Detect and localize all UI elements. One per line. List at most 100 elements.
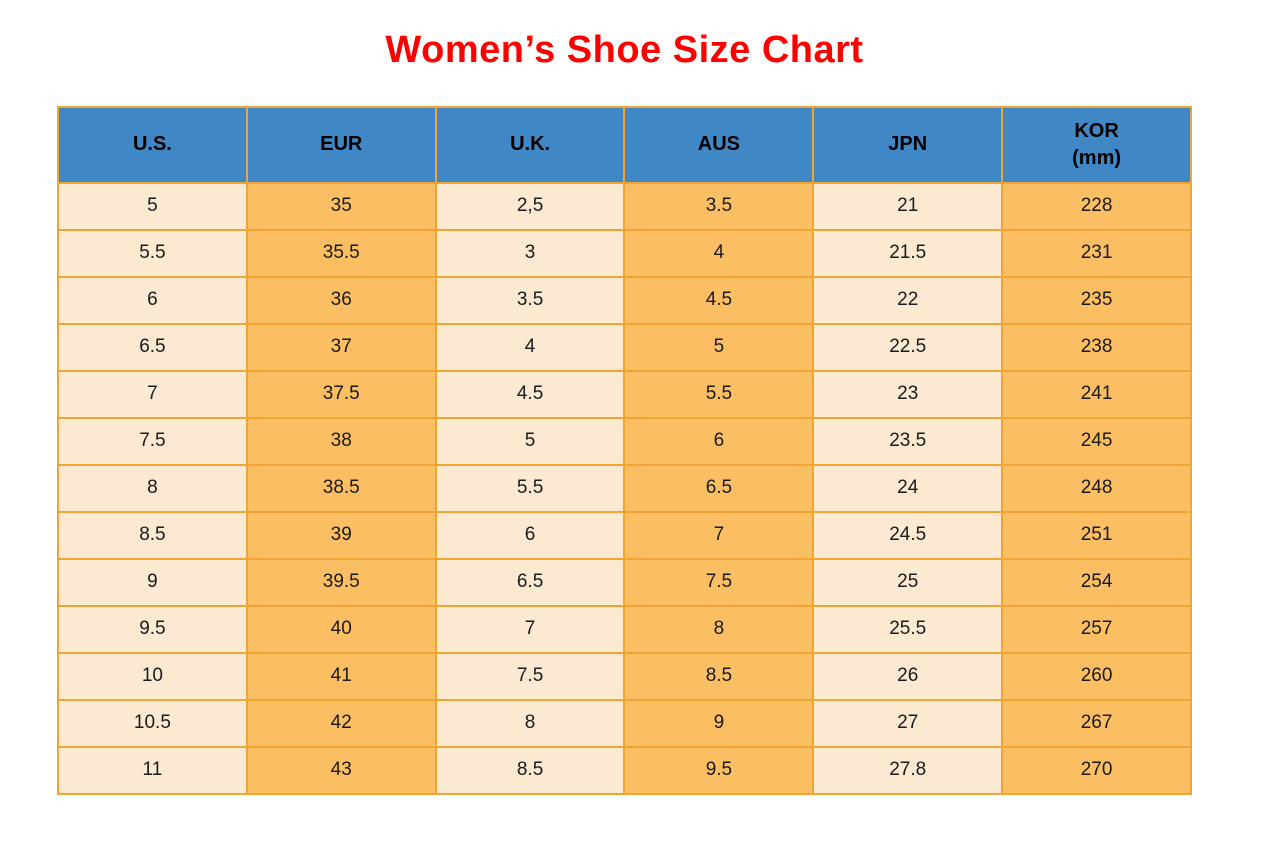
size-cell-aus: 7.5 bbox=[623, 557, 815, 607]
size-cell-aus: 6 bbox=[623, 416, 815, 466]
size-cell-kor: 238 bbox=[1001, 322, 1192, 372]
column-header-label: JPN bbox=[888, 133, 928, 156]
column-header-eur: EUR bbox=[245, 105, 437, 184]
size-cell-us: 8.5 bbox=[57, 510, 248, 560]
size-cell-kor: 270 bbox=[1001, 745, 1192, 795]
size-cell-us: 6 bbox=[57, 275, 248, 325]
size-cell-us: 7.5 bbox=[57, 416, 248, 466]
size-cell-aus: 9.5 bbox=[623, 745, 815, 795]
size-cell-uk: 2,5 bbox=[434, 181, 626, 231]
size-cell-jpn: 22.5 bbox=[812, 322, 1004, 372]
size-cell-kor: 260 bbox=[1001, 651, 1192, 701]
table-row: 11 43 8.5 9.5 27.8 270 bbox=[57, 745, 1192, 795]
table-row: 6.5 37 4 5 22.5 238 bbox=[57, 322, 1192, 372]
size-cell-us: 6.5 bbox=[57, 322, 248, 372]
size-cell-uk: 7.5 bbox=[434, 651, 626, 701]
size-cell-uk: 6.5 bbox=[434, 557, 626, 607]
size-cell-uk: 3 bbox=[434, 228, 626, 278]
table-row: 7.5 38 5 6 23.5 245 bbox=[57, 416, 1192, 466]
size-cell-jpn: 25.5 bbox=[812, 604, 1004, 654]
size-cell-uk: 5.5 bbox=[434, 463, 626, 513]
size-cell-kor: 257 bbox=[1001, 604, 1192, 654]
size-cell-kor: 267 bbox=[1001, 698, 1192, 748]
column-header-jpn: JPN bbox=[812, 105, 1004, 184]
table-row: 7 37.5 4.5 5.5 23 241 bbox=[57, 369, 1192, 419]
size-cell-eur: 39 bbox=[245, 510, 437, 560]
table-row: 6 36 3.5 4.5 22 235 bbox=[57, 275, 1192, 325]
size-cell-jpn: 25 bbox=[812, 557, 1004, 607]
column-header-label: U.K. bbox=[510, 133, 551, 156]
table-header-row: U.S. EUR U.K. AUS JPN KOR (mm) bbox=[57, 105, 1192, 184]
size-cell-us: 5.5 bbox=[57, 228, 248, 278]
column-header-label: KOR bbox=[1074, 119, 1119, 142]
size-cell-aus: 5.5 bbox=[623, 369, 815, 419]
table-head: U.S. EUR U.K. AUS JPN KOR (mm) bbox=[57, 105, 1192, 184]
size-cell-eur: 37 bbox=[245, 322, 437, 372]
size-cell-aus: 5 bbox=[623, 322, 815, 372]
size-cell-uk: 6 bbox=[434, 510, 626, 560]
size-cell-eur: 42 bbox=[245, 698, 437, 748]
size-cell-jpn: 24.5 bbox=[812, 510, 1004, 560]
size-cell-uk: 8 bbox=[434, 698, 626, 748]
size-chart-table: U.S. EUR U.K. AUS JPN KOR (mm) 5 35 2,5 3.5 21 228 5… bbox=[57, 105, 1192, 795]
size-cell-kor: 231 bbox=[1001, 228, 1192, 278]
size-cell-kor: 228 bbox=[1001, 181, 1192, 231]
column-header-kor: KOR (mm) bbox=[1001, 105, 1192, 184]
page-title: Women’s Shoe Size Chart bbox=[385, 29, 864, 71]
title-container: Women’s Shoe Size Chart bbox=[57, 0, 1192, 72]
table-row: 9.5 40 7 8 25.5 257 bbox=[57, 604, 1192, 654]
size-cell-eur: 41 bbox=[245, 651, 437, 701]
size-cell-us: 9.5 bbox=[57, 604, 248, 654]
table-row: 10 41 7.5 8.5 26 260 bbox=[57, 651, 1192, 701]
size-cell-uk: 5 bbox=[434, 416, 626, 466]
size-cell-kor: 254 bbox=[1001, 557, 1192, 607]
size-cell-uk: 4.5 bbox=[434, 369, 626, 419]
size-cell-uk: 8.5 bbox=[434, 745, 626, 795]
size-cell-kor: 248 bbox=[1001, 463, 1192, 513]
column-header-label: U.S. bbox=[132, 133, 172, 156]
size-cell-eur: 36 bbox=[245, 275, 437, 325]
table-row: 10.5 42 8 9 27 267 bbox=[57, 698, 1192, 748]
size-cell-eur: 35.5 bbox=[245, 228, 437, 278]
size-cell-us: 10 bbox=[57, 651, 248, 701]
size-cell-jpn: 27 bbox=[812, 698, 1004, 748]
size-cell-uk: 3.5 bbox=[434, 275, 626, 325]
size-cell-jpn: 22 bbox=[812, 275, 1004, 325]
size-cell-eur: 39.5 bbox=[245, 557, 437, 607]
size-cell-eur: 38.5 bbox=[245, 463, 437, 513]
size-cell-aus: 4 bbox=[623, 228, 815, 278]
table-row: 5.5 35.5 3 4 21.5 231 bbox=[57, 228, 1192, 278]
size-cell-uk: 7 bbox=[434, 604, 626, 654]
size-cell-aus: 8 bbox=[623, 604, 815, 654]
size-cell-jpn: 23 bbox=[812, 369, 1004, 419]
size-cell-eur: 37.5 bbox=[245, 369, 437, 419]
size-cell-us: 9 bbox=[57, 557, 248, 607]
size-cell-eur: 35 bbox=[245, 181, 437, 231]
size-cell-jpn: 26 bbox=[812, 651, 1004, 701]
size-cell-us: 11 bbox=[57, 745, 248, 795]
size-cell-kor: 235 bbox=[1001, 275, 1192, 325]
size-cell-eur: 40 bbox=[245, 604, 437, 654]
size-cell-us: 8 bbox=[57, 463, 248, 513]
table-row: 8.5 39 6 7 24.5 251 bbox=[57, 510, 1192, 560]
size-cell-kor: 251 bbox=[1001, 510, 1192, 560]
size-cell-aus: 4.5 bbox=[623, 275, 815, 325]
column-header-uk: U.K. bbox=[434, 105, 626, 184]
table-row: 9 39.5 6.5 7.5 25 254 bbox=[57, 557, 1192, 607]
column-header-label: EUR bbox=[320, 133, 363, 156]
size-cell-aus: 6.5 bbox=[623, 463, 815, 513]
size-cell-kor: 245 bbox=[1001, 416, 1192, 466]
size-cell-aus: 9 bbox=[623, 698, 815, 748]
size-cell-jpn: 21.5 bbox=[812, 228, 1004, 278]
column-header-sublabel: (mm) bbox=[1072, 146, 1122, 169]
size-cell-jpn: 27.8 bbox=[812, 745, 1004, 795]
size-cell-eur: 38 bbox=[245, 416, 437, 466]
table-row: 8 38.5 5.5 6.5 24 248 bbox=[57, 463, 1192, 513]
column-header-us: U.S. bbox=[57, 105, 248, 184]
size-cell-us: 10.5 bbox=[57, 698, 248, 748]
size-cell-kor: 241 bbox=[1001, 369, 1192, 419]
column-header-aus: AUS bbox=[623, 105, 815, 184]
size-cell-aus: 8.5 bbox=[623, 651, 815, 701]
size-table-body: 5 35 2,5 3.5 21 228 5.5 35.5 3 4 21.5 231 6 36 3.5 4.5 2… bbox=[57, 181, 1192, 795]
